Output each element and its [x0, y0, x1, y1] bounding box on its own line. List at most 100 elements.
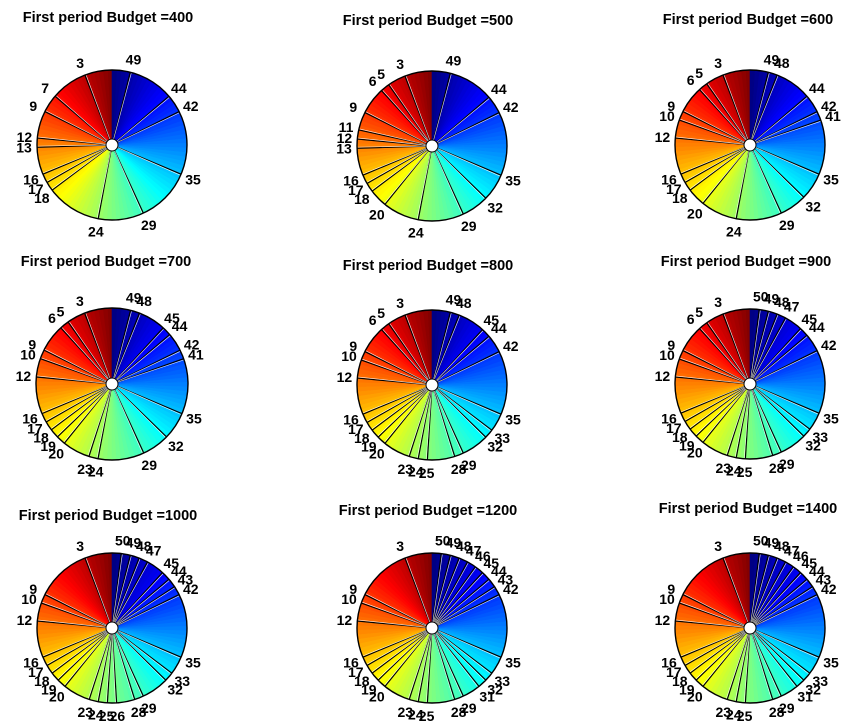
pie-outline	[356, 309, 508, 461]
wedge-highlight	[701, 388, 747, 442]
pie-outline	[36, 552, 188, 704]
wedge-highlight	[695, 631, 746, 680]
tick-label: 29	[779, 700, 795, 716]
tick-label: 18	[672, 190, 688, 206]
tick-label: 18	[34, 190, 50, 206]
wedge-highlight	[707, 321, 747, 380]
wedge-highlight	[115, 573, 164, 624]
tick-label: 44	[172, 318, 188, 334]
tick-label: 45	[802, 555, 818, 571]
tick-label: 17	[666, 420, 682, 436]
tick-label: 48	[136, 538, 152, 554]
tick-label: 49	[764, 535, 780, 551]
wedge-highlight	[434, 633, 463, 697]
wedge-highlight	[365, 350, 427, 383]
tick-label: 16	[343, 172, 359, 188]
wedge-highlight	[755, 147, 819, 176]
wedge-highlight	[680, 146, 745, 174]
wedge-highlight	[45, 593, 107, 626]
tick-label: 45	[484, 555, 500, 571]
tick-label: 50	[753, 533, 769, 549]
wedge-highlight	[437, 630, 501, 659]
wedge-highlight	[357, 619, 427, 628]
pie-outline	[356, 70, 508, 222]
wedge-highlight	[683, 110, 745, 143]
tick-label: 50	[753, 289, 769, 305]
wedge-highlight	[753, 567, 795, 624]
pie-center	[105, 138, 119, 152]
tick-label: 49	[764, 52, 780, 68]
tick-label: 31	[479, 689, 495, 705]
wedge-highlight	[117, 359, 185, 383]
tick-label: 32	[487, 438, 503, 454]
tick-label: 49	[764, 291, 780, 307]
tick-label: 20	[49, 689, 65, 705]
wedge-highlight	[116, 632, 166, 682]
tick-label: 12	[16, 368, 32, 384]
wedge-highlight	[689, 631, 746, 673]
tick-label: 17	[28, 181, 44, 197]
tick-label: 49	[126, 290, 142, 306]
tick-label: 10	[659, 591, 675, 607]
wedge-highlight	[734, 389, 750, 458]
tick-label: 9	[349, 99, 357, 115]
tick-label: 45	[802, 311, 818, 327]
tick-label: 28	[769, 704, 785, 720]
tick-label: 24	[726, 707, 742, 723]
tick-label: 5	[377, 66, 385, 82]
tick-label: 12	[17, 129, 33, 145]
tick-label: 24	[726, 224, 742, 240]
tick-label: 12	[655, 129, 671, 145]
wedge-highlight	[436, 632, 486, 682]
tick-label: 3	[76, 293, 84, 309]
chart-title: First period Budget =600	[663, 12, 833, 28]
wedge-highlight	[407, 390, 431, 457]
pie-chart-8: First period Budget =1200391012161718192…	[337, 503, 521, 724]
wedge-highlight	[362, 147, 427, 175]
tick-label: 19	[361, 438, 377, 454]
tick-label: 23	[398, 461, 414, 477]
pie-outline	[674, 552, 826, 704]
tick-label: 29	[141, 457, 157, 473]
wedge-highlight	[116, 631, 172, 675]
tick-label: 43	[178, 571, 194, 587]
tick-label: 10	[659, 108, 675, 124]
wedge-highlight	[365, 111, 427, 144]
tick-label: 19	[41, 681, 57, 697]
pie-chart-5: First period Budget =8003569101216171819…	[337, 258, 521, 481]
tick-label: 3	[714, 55, 722, 71]
tick-label: 9	[349, 581, 357, 597]
wedge-highlight	[433, 558, 461, 623]
tick-label: 47	[784, 298, 800, 314]
tick-label: 16	[343, 411, 359, 427]
wedge-highlight	[405, 314, 431, 380]
tick-label: 18	[672, 429, 688, 445]
wedge-highlight	[63, 388, 109, 443]
wedge-highlight	[725, 389, 749, 456]
wedge-highlight	[700, 88, 747, 141]
wedge-highlight	[366, 148, 427, 183]
tick-label: 9	[667, 581, 675, 597]
tick-label: 49	[126, 52, 142, 68]
tick-label: 9	[349, 338, 357, 354]
wedge-highlight	[46, 630, 107, 665]
tick-label: 3	[76, 538, 84, 554]
wedge-highlight	[701, 149, 747, 203]
wedge-highlight	[113, 310, 132, 379]
wedge-highlight	[116, 388, 166, 438]
tick-label: 45	[164, 555, 180, 571]
wedge-highlight	[416, 633, 432, 702]
wedge-highlight	[55, 95, 108, 142]
wedge-highlight	[684, 630, 745, 665]
tick-label: 45	[164, 310, 180, 326]
wedge-highlight	[723, 557, 749, 623]
tick-label: 12	[337, 612, 353, 628]
chart-title: First period Budget =1000	[19, 508, 197, 524]
tick-label: 43	[816, 571, 832, 587]
tick-label: 9	[29, 581, 37, 597]
tick-label: 44	[809, 80, 825, 96]
wedge-highlight	[371, 631, 428, 673]
tick-label: 10	[659, 347, 675, 363]
wedge-highlight	[362, 386, 427, 414]
tick-label: 23	[78, 704, 94, 720]
